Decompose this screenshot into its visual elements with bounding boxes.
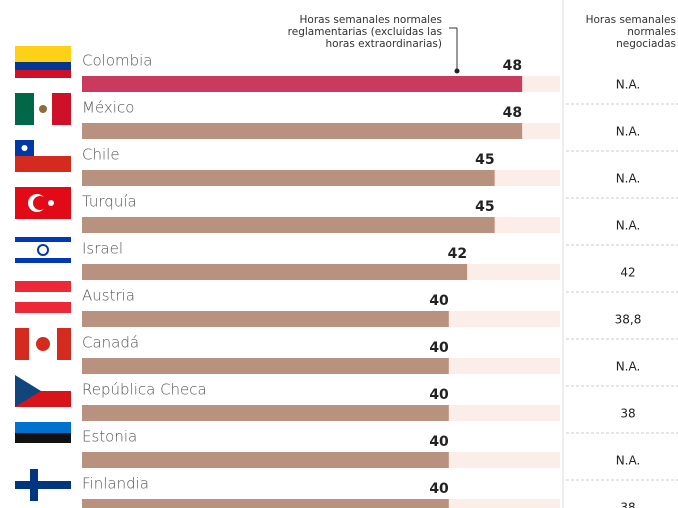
flag <box>39 246 47 254</box>
annotation: horas extraordinarias) <box>326 38 442 50</box>
flag <box>39 105 47 113</box>
bar <box>82 452 449 468</box>
value-label: 40 <box>429 340 449 356</box>
flag <box>15 46 71 62</box>
bar <box>82 311 449 327</box>
value-label: 48 <box>503 58 522 74</box>
flag <box>15 70 71 78</box>
negotiated-label: N.A. <box>616 78 641 92</box>
flag <box>15 422 71 433</box>
flag <box>15 281 71 292</box>
category-label: Turquía <box>82 193 137 211</box>
negotiated-label: N.A. <box>616 172 641 186</box>
flag <box>52 93 71 125</box>
flag <box>15 375 41 407</box>
bar <box>82 123 523 139</box>
flag <box>36 337 50 351</box>
flag <box>15 292 71 302</box>
value-label: 45 <box>475 152 494 168</box>
flag <box>15 443 71 454</box>
bar <box>82 264 468 280</box>
category-label: Colombia <box>82 52 153 70</box>
value-label: 40 <box>429 434 449 450</box>
flag <box>15 328 29 360</box>
bar <box>82 170 495 186</box>
category-label: República Checa <box>82 381 207 399</box>
bar <box>82 358 449 374</box>
column-title: negociadas <box>616 38 676 50</box>
flag <box>15 156 71 172</box>
negotiated-label: 38 <box>620 407 635 421</box>
value-label: 42 <box>448 246 467 262</box>
flag <box>15 258 71 263</box>
flag <box>30 469 38 501</box>
category-label: Finlandia <box>82 475 149 493</box>
bar <box>82 217 495 233</box>
flag <box>33 196 47 210</box>
bar <box>82 405 449 421</box>
value-label: 45 <box>475 199 494 215</box>
flag <box>15 433 71 443</box>
flag <box>15 62 71 70</box>
flag <box>15 237 71 242</box>
bar <box>82 76 523 92</box>
negotiated-label: 38 <box>620 501 635 508</box>
flag <box>57 328 71 360</box>
flag <box>48 200 54 206</box>
negotiated-label: N.A. <box>616 360 641 374</box>
category-label: Canadá <box>82 334 139 352</box>
category-label: Israel <box>82 240 123 258</box>
negotiated-label: N.A. <box>616 125 641 139</box>
category-label: Austria <box>82 287 135 305</box>
bar <box>82 499 449 508</box>
category-label: Chile <box>82 146 120 164</box>
value-label: 40 <box>429 387 449 403</box>
annotation: Horas semanales normales <box>300 14 442 26</box>
negotiated-label: N.A. <box>616 454 641 468</box>
annotation: reglamentarias (excluidas las <box>288 26 442 38</box>
negotiated-label: 38,8 <box>615 313 642 327</box>
negotiated-label: 42 <box>620 266 635 280</box>
value-label: 40 <box>429 481 449 497</box>
value-label: 40 <box>429 293 449 309</box>
flag <box>21 145 28 151</box>
column-title: Horas semanales <box>586 14 676 26</box>
column-title: normales <box>627 26 676 38</box>
flag <box>15 93 34 125</box>
flag <box>15 302 71 313</box>
category-label: México <box>82 99 134 117</box>
negotiated-label: N.A. <box>616 219 641 233</box>
category-label: Estonia <box>82 428 137 446</box>
value-label: 48 <box>503 105 522 121</box>
annotation-dot <box>454 68 460 74</box>
flag <box>15 481 71 489</box>
